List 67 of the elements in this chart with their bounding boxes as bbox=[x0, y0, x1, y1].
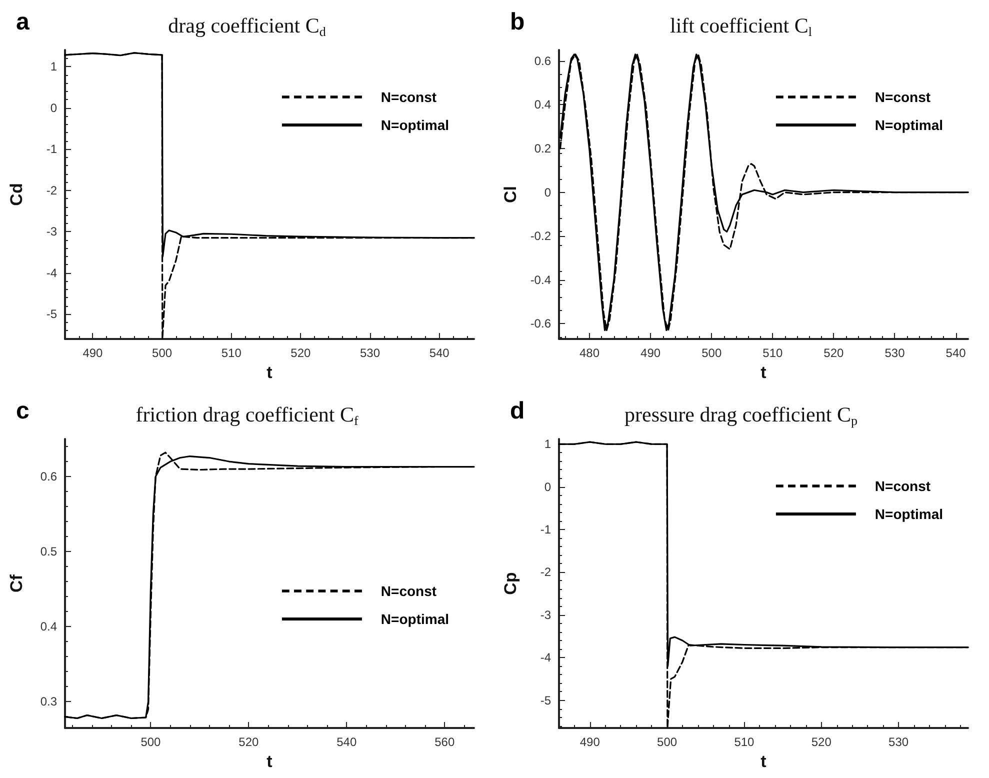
x-tick-label: 490 bbox=[580, 735, 600, 749]
y-tick-label: -4 bbox=[540, 650, 552, 665]
legend-label: N=const bbox=[380, 583, 437, 599]
y-tick-label: 0 bbox=[50, 100, 58, 115]
x-tick-label: 540 bbox=[946, 346, 966, 360]
x-tick-label: 530 bbox=[360, 346, 380, 360]
x-tick-label: 490 bbox=[640, 346, 661, 360]
y-tick-label: 0.5 bbox=[40, 544, 58, 559]
y-tick-label: -3 bbox=[46, 224, 58, 239]
x-tick-label: 520 bbox=[811, 735, 832, 749]
text: a bbox=[16, 8, 30, 36]
y-tick-label: -2 bbox=[540, 565, 552, 580]
x-tick-label: 560 bbox=[434, 735, 455, 749]
x-tick-label: 520 bbox=[824, 346, 844, 360]
legend-label: N=const bbox=[874, 478, 931, 494]
y-tick-label: 0.4 bbox=[534, 98, 552, 112]
y-axis-title: Cp bbox=[501, 572, 520, 595]
y-tick-label: 0.6 bbox=[534, 54, 552, 68]
y-tick-label: 1 bbox=[50, 60, 58, 74]
y-tick-label: -0.2 bbox=[530, 229, 552, 244]
legend-label: N=const bbox=[874, 89, 931, 105]
y-tick-label: 0.3 bbox=[40, 694, 58, 709]
y-tick-label: -5 bbox=[46, 307, 58, 322]
x-tick-label: 510 bbox=[762, 346, 783, 360]
y-axis-title: Cl bbox=[501, 186, 520, 203]
y-tick-label: -2 bbox=[46, 183, 58, 198]
x-tick-label: 530 bbox=[888, 735, 909, 749]
y-tick-label: -1 bbox=[46, 142, 58, 156]
x-tick-label: 520 bbox=[238, 735, 260, 749]
y-axis-title: Cf bbox=[7, 574, 26, 592]
y-tick-label: 0.2 bbox=[534, 142, 552, 156]
legend-label: N=optimal bbox=[380, 611, 450, 627]
y-tick-label: -0.4 bbox=[530, 272, 552, 287]
y-tick-label: -0.6 bbox=[530, 316, 552, 331]
x-tick-label: 480 bbox=[580, 346, 600, 360]
x-axis-title: t bbox=[266, 362, 273, 382]
x-tick-label: 500 bbox=[702, 346, 722, 360]
y-axis-title: Cd bbox=[7, 183, 26, 206]
x-tick-label: 510 bbox=[221, 346, 242, 360]
legend-label: N=optimal bbox=[874, 506, 944, 522]
y-tick-label: 1 bbox=[544, 437, 552, 452]
x-tick-label: 500 bbox=[657, 735, 678, 749]
text: c bbox=[16, 398, 30, 424]
text: b bbox=[510, 8, 525, 36]
legend-label: N=const bbox=[380, 89, 437, 105]
y-tick-label: -1 bbox=[540, 522, 552, 536]
text: d bbox=[510, 398, 525, 424]
y-tick-label: 0 bbox=[544, 480, 552, 494]
y-tick-label: 0 bbox=[544, 185, 552, 200]
x-tick-label: 500 bbox=[152, 346, 172, 360]
legend-label: N=optimal bbox=[874, 117, 944, 133]
x-tick-label: 510 bbox=[734, 735, 755, 749]
y-tick-label: 0.6 bbox=[40, 470, 58, 484]
x-tick-label: 540 bbox=[429, 346, 450, 360]
y-tick-label: -5 bbox=[540, 693, 552, 708]
x-axis-title: t bbox=[266, 752, 273, 771]
x-tick-label: 490 bbox=[82, 346, 104, 360]
x-tick-label: 520 bbox=[290, 346, 312, 360]
legend-label: N=optimal bbox=[380, 117, 450, 133]
x-axis-title: t bbox=[760, 362, 767, 382]
x-tick-label: 540 bbox=[336, 735, 357, 749]
y-tick-label: -4 bbox=[46, 266, 58, 280]
x-axis-title: t bbox=[760, 752, 767, 771]
y-tick-label: 0.4 bbox=[40, 620, 58, 634]
x-tick-label: 530 bbox=[884, 346, 906, 360]
x-tick-label: 500 bbox=[140, 735, 162, 749]
y-tick-label: -3 bbox=[540, 608, 552, 622]
